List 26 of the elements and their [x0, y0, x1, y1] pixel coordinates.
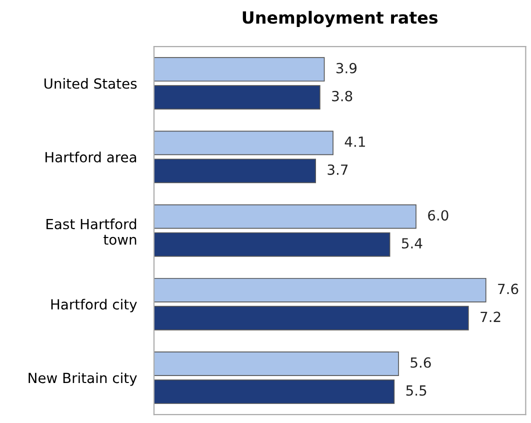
data-label: 5.5	[406, 385, 426, 396]
data-label: 3.8	[332, 90, 352, 102]
data-label: 7.2	[480, 312, 500, 322]
chart-title: Unemployment rates	[242, 10, 438, 28]
y-tick-label: New Britain city	[28, 372, 137, 386]
bar	[154, 57, 325, 82]
bar	[154, 278, 486, 302]
data-label: 5.6	[410, 357, 431, 368]
data-label: 7.6	[498, 284, 518, 294]
bar	[154, 158, 316, 184]
data-label: 3.7	[328, 164, 348, 175]
y-tick-label: East Hartford town	[46, 218, 136, 245]
bar	[154, 232, 390, 257]
bar	[154, 130, 334, 156]
bar	[154, 380, 395, 404]
data-label: 5.4	[402, 238, 422, 249]
bar	[154, 352, 399, 376]
bar	[154, 85, 320, 110]
bar	[154, 204, 416, 229]
data-label: 6.0	[428, 210, 448, 221]
y-tick-label: Hartford area	[46, 152, 136, 162]
data-label: 4.1	[344, 136, 365, 147]
data-label: 3.9	[336, 62, 357, 74]
y-tick-label: United States	[44, 78, 137, 89]
bar	[154, 306, 469, 330]
y-tick-label: Hartford city	[51, 298, 137, 312]
